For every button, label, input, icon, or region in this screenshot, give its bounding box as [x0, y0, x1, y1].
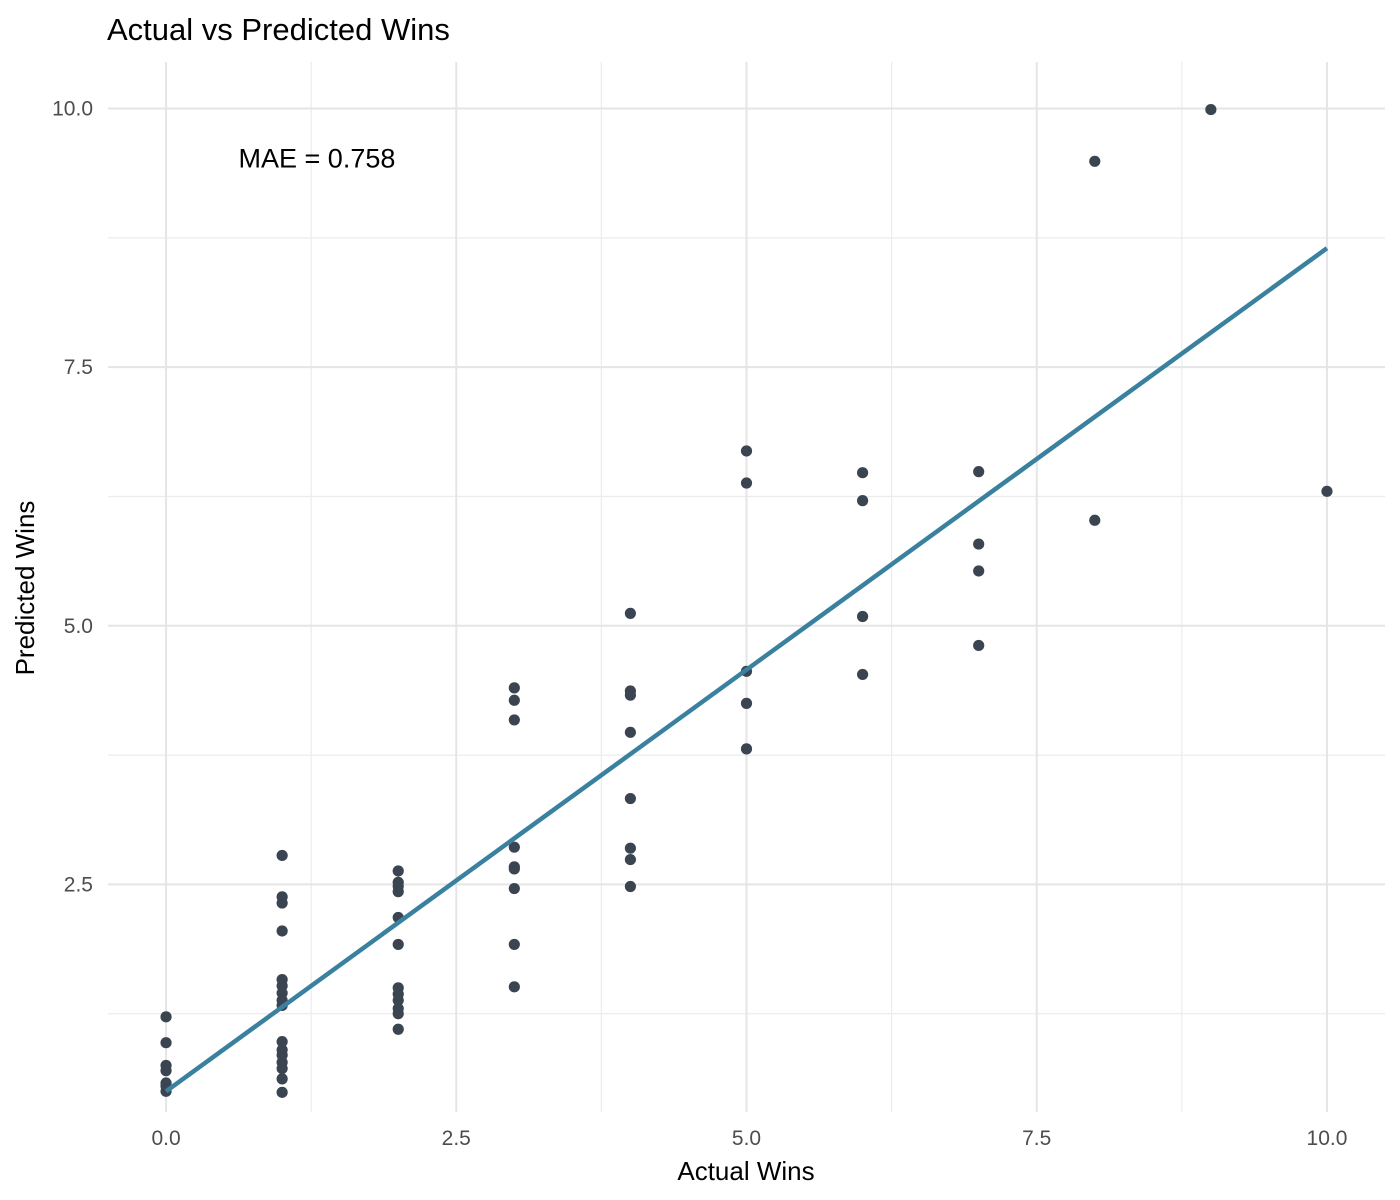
mae-annotation: MAE = 0.758	[239, 143, 396, 173]
major-gridlines	[108, 62, 1385, 1112]
data-point	[624, 689, 637, 701]
data-point	[160, 1065, 172, 1077]
data-point	[973, 538, 985, 550]
x-tick-label: 0.0	[151, 1127, 180, 1150]
data-point	[508, 882, 520, 895]
y-tick-label: 5.0	[64, 615, 93, 638]
y-tick-label: 10.0	[52, 98, 93, 121]
data-point	[276, 897, 288, 909]
data-point	[856, 495, 869, 507]
data-point	[740, 743, 753, 755]
y-tick-label: 7.5	[64, 356, 93, 379]
data-point	[276, 1086, 288, 1098]
data-point	[856, 467, 869, 479]
data-point	[508, 938, 520, 951]
data-point	[973, 466, 985, 478]
data-point	[624, 842, 637, 854]
data-point	[1089, 155, 1101, 167]
data-point	[276, 925, 288, 937]
data-point	[973, 565, 985, 577]
data-point	[1089, 514, 1101, 526]
data-point	[856, 668, 869, 681]
data-point	[276, 1036, 288, 1048]
y-axis-title: Predicted Wins	[10, 501, 40, 676]
data-point	[392, 938, 404, 951]
x-tick-label: 10.0	[1307, 1127, 1348, 1150]
data-point	[508, 863, 520, 875]
data-point	[1321, 485, 1333, 497]
data-point	[276, 849, 288, 862]
x-tick-label: 2.5	[442, 1127, 471, 1150]
data-point	[160, 1011, 172, 1023]
data-point	[392, 1008, 404, 1020]
x-axis-tick-labels: 0.0 2.5 5.0 7.5 10.0	[151, 1127, 1347, 1150]
regression-line	[164, 246, 1329, 1094]
data-point	[392, 1023, 404, 1035]
data-point	[740, 445, 753, 457]
data-point	[973, 639, 985, 652]
data-points	[160, 103, 1333, 1098]
data-point	[508, 714, 520, 726]
data-point	[624, 726, 637, 738]
data-point	[740, 697, 753, 709]
data-point	[856, 610, 869, 623]
data-point	[276, 1062, 288, 1075]
y-axis-tick-labels: 2.5 5.0 7.5 10.0	[52, 98, 93, 897]
x-axis-title: Actual Wins	[677, 1156, 814, 1186]
data-point	[1205, 103, 1217, 116]
x-tick-label: 5.0	[732, 1127, 761, 1150]
data-point	[508, 682, 520, 694]
data-point	[740, 477, 753, 489]
x-tick-label: 7.5	[1022, 1127, 1051, 1150]
data-point	[624, 853, 637, 866]
data-point	[392, 865, 404, 877]
chart-title: Actual vs Predicted Wins	[107, 12, 450, 47]
data-point	[624, 607, 637, 619]
data-point	[624, 880, 637, 893]
data-point	[392, 994, 404, 1006]
data-point	[160, 1037, 172, 1049]
data-point	[508, 981, 520, 993]
data-point	[624, 792, 637, 805]
y-tick-label: 2.5	[64, 873, 93, 896]
data-point	[508, 841, 520, 853]
data-point	[276, 1073, 288, 1085]
data-point	[392, 886, 404, 898]
data-point	[508, 694, 520, 706]
